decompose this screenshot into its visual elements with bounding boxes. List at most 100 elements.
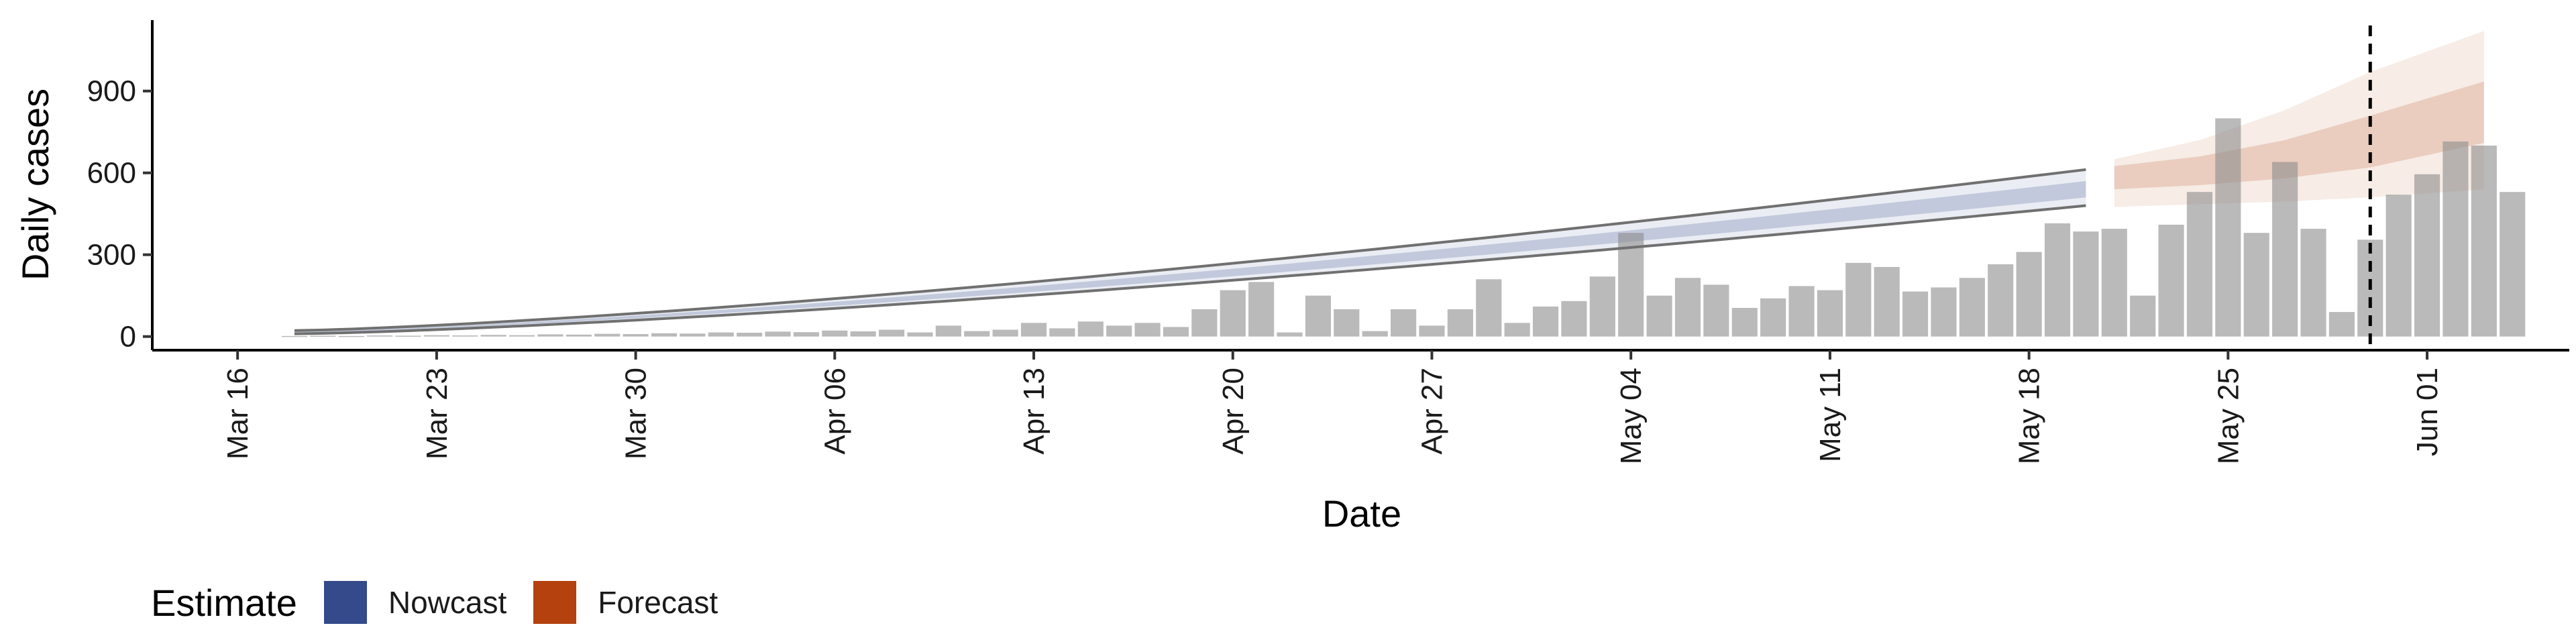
bar-33 xyxy=(1220,290,1246,337)
bar-23 xyxy=(935,325,961,337)
bar-25 xyxy=(992,329,1018,337)
bar-38 xyxy=(1362,331,1388,337)
bar-78 xyxy=(2500,192,2526,337)
bar-50 xyxy=(1703,284,1729,337)
bar-11 xyxy=(594,333,621,337)
bar-26 xyxy=(1020,323,1047,337)
legend-label-nowcast: Nowcast xyxy=(388,585,507,620)
bar-39 xyxy=(1391,309,1417,337)
bar-68 xyxy=(2215,118,2241,337)
bar-62 xyxy=(2044,223,2071,337)
bar-59 xyxy=(1959,278,1985,337)
y-tick-label-600: 600 xyxy=(87,157,136,190)
axes: 0 300 600 900 Mar 16 Mar 23 Mar 30 Apr 06 Apr 13… xyxy=(87,20,2569,464)
bar-9 xyxy=(537,334,564,337)
legend-label-forecast: Forecast xyxy=(598,585,718,620)
bar-15 xyxy=(708,332,734,337)
bar-67 xyxy=(2186,192,2213,337)
bar-54 xyxy=(1817,290,1843,337)
bar-55 xyxy=(1845,262,1872,337)
bar-17 xyxy=(765,331,791,337)
x-tick-label-10: May 25 xyxy=(2212,368,2245,464)
bar-70 xyxy=(2272,162,2298,337)
bar-65 xyxy=(2130,295,2156,337)
legend: Estimate Nowcast Forecast xyxy=(151,576,745,629)
bar-10 xyxy=(566,334,592,337)
legend-item-nowcast: Nowcast xyxy=(323,581,507,624)
bar-71 xyxy=(2300,229,2326,337)
bar-13 xyxy=(651,333,678,337)
nowcast-lower-line xyxy=(294,204,2086,335)
bar-47 xyxy=(1618,233,1644,337)
plot-area xyxy=(281,25,2526,350)
bar-22 xyxy=(907,332,933,337)
bar-45 xyxy=(1561,301,1587,337)
nowcast-upper-line xyxy=(294,168,2086,332)
bar-21 xyxy=(879,329,905,337)
bar-58 xyxy=(1931,287,1957,337)
x-tick-label-11: Jun 01 xyxy=(2411,368,2444,456)
bar-4 xyxy=(395,335,421,337)
forecast-outer-band xyxy=(2114,31,2484,207)
y-tick-label-0: 0 xyxy=(120,321,136,354)
bar-44 xyxy=(1532,306,1559,337)
y-tick-label-900: 900 xyxy=(87,75,136,108)
x-tick-label-4: Apr 13 xyxy=(1018,368,1051,455)
x-tick-label-8: May 11 xyxy=(1814,368,1847,462)
x-tick-label-3: Apr 06 xyxy=(818,368,851,455)
x-axis-title: Date xyxy=(1322,492,1401,535)
bar-53 xyxy=(1788,286,1815,337)
x-tick-label-1: Mar 23 xyxy=(421,368,453,460)
x-tick-label-7: May 04 xyxy=(1615,368,1648,464)
legend-swatch-nowcast xyxy=(323,581,367,624)
bar-48 xyxy=(1646,295,1672,337)
x-tick-label-6: Apr 27 xyxy=(1415,368,1448,455)
bar-46 xyxy=(1589,276,1615,337)
bar-12 xyxy=(623,334,649,337)
bar-19 xyxy=(822,330,848,337)
legend-title: Estimate xyxy=(151,581,297,624)
bar-5 xyxy=(423,335,449,337)
bar-42 xyxy=(1476,279,1502,337)
bar-75 xyxy=(2414,174,2440,337)
bar-52 xyxy=(1760,298,1786,337)
bar-6 xyxy=(452,335,478,337)
bar-41 xyxy=(1447,309,1473,337)
forecast-inner-band xyxy=(2114,81,2484,190)
bar-43 xyxy=(1504,323,1530,337)
bar-64 xyxy=(2101,229,2127,337)
bar-77 xyxy=(2471,146,2497,337)
bar-63 xyxy=(2073,231,2099,337)
bar-3 xyxy=(367,335,393,337)
bar-16 xyxy=(737,332,763,337)
legend-swatch-forecast xyxy=(533,581,577,624)
bar-32 xyxy=(1191,309,1218,337)
x-tick-label-9: May 18 xyxy=(2013,368,2046,464)
bar-56 xyxy=(1874,266,1900,337)
bar-7 xyxy=(480,335,506,337)
bar-37 xyxy=(1334,309,1360,337)
bar-31 xyxy=(1163,327,1189,337)
y-axis-title: Daily cases xyxy=(14,89,56,280)
bar-61 xyxy=(2016,252,2042,337)
bar-28 xyxy=(1077,321,1104,337)
bar-60 xyxy=(1988,264,2014,337)
bar-57 xyxy=(1902,291,1929,337)
x-tick-label-2: Mar 30 xyxy=(620,368,653,460)
bar-29 xyxy=(1106,325,1132,337)
legend-item-forecast: Forecast xyxy=(533,581,718,624)
bar-30 xyxy=(1134,323,1161,337)
bar-49 xyxy=(1674,278,1701,337)
bar-76 xyxy=(2443,141,2469,337)
bar-34 xyxy=(1248,282,1275,337)
bar-1 xyxy=(310,335,336,337)
bar-14 xyxy=(680,333,706,337)
bar-8 xyxy=(508,335,535,337)
bar-72 xyxy=(2328,312,2355,337)
y-tick-label-300: 300 xyxy=(87,239,136,272)
bar-24 xyxy=(964,331,990,337)
bar-20 xyxy=(850,331,876,337)
x-tick-label-5: Apr 20 xyxy=(1217,368,1250,455)
bar-40 xyxy=(1419,325,1445,337)
bar-36 xyxy=(1305,295,1331,337)
